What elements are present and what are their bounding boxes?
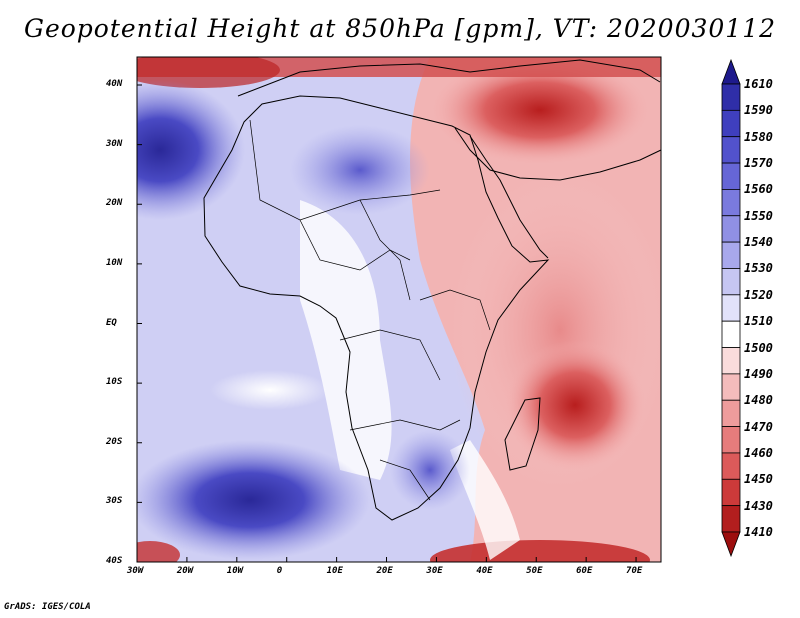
colorbar-segment	[721, 426, 741, 454]
lat-tick-label: 30N	[106, 138, 123, 149]
credit-text: GrADS: IGES/COLA	[4, 602, 91, 612]
lat-tick-label: 40S	[106, 556, 123, 566]
lon-tick-label: 10W	[226, 566, 244, 576]
lat-tick-label: 10S	[106, 377, 123, 388]
colorbar-label: 1470	[744, 419, 773, 434]
colorbar-segment	[721, 189, 741, 217]
lon-tick-label: 20E	[376, 566, 393, 576]
colorbar-segment	[721, 452, 741, 480]
lat-tick-label: 20N	[106, 198, 123, 209]
colorbar-segment	[721, 268, 741, 296]
colorbar-segment	[721, 136, 741, 164]
colorbar-segment	[721, 347, 741, 375]
lat-tick-label: EQ	[106, 317, 117, 328]
lon-tick-label: 20W	[176, 566, 194, 576]
colorbar-label: 1540	[744, 235, 773, 250]
lat-tick-label: 30S	[106, 496, 123, 507]
colorbar-segment	[721, 505, 741, 533]
colorbar-label: 1460	[744, 445, 773, 460]
lon-tick-label: 0	[276, 566, 283, 576]
lon-tick-label: 60E	[576, 566, 593, 576]
colorbar-label: 1500	[744, 340, 773, 355]
lon-tick-label: 50E	[526, 566, 543, 576]
lat-tick-label: 20S	[106, 436, 123, 447]
colorbar-segment	[721, 531, 741, 558]
lon-tick-label: 40E	[476, 566, 493, 576]
colorbar-label: 1530	[744, 261, 773, 276]
lon-tick-label: 30E	[426, 566, 443, 576]
colorbar-label: 1410	[744, 525, 773, 539]
colorbar-label: 1490	[744, 366, 773, 381]
colorbar-label: 1510	[744, 314, 773, 329]
coastlines	[203, 59, 662, 521]
axis-ticks	[136, 84, 637, 563]
lon-tick-label: 30W	[127, 566, 144, 576]
lon-tick-label: 70E	[626, 566, 643, 576]
colorbar-segment	[721, 109, 741, 138]
height-field	[137, 57, 661, 562]
colorbar	[721, 58, 741, 558]
colorbar-label: 1560	[744, 182, 773, 197]
lon-tick-label: 10E	[326, 566, 343, 576]
colorbar-label: 1590	[744, 103, 773, 118]
colorbar-label: 1430	[744, 498, 773, 513]
colorbar-segment	[721, 241, 741, 269]
lat-tick-label: 10N	[106, 257, 123, 268]
colorbar-label: 1520	[744, 287, 773, 302]
colorbar-label: 1480	[744, 393, 773, 408]
colorbar-segment	[721, 162, 741, 190]
colorbar-label: 1580	[744, 129, 773, 144]
lat-tick-label: 40N	[106, 79, 123, 89]
colorbar-segment	[721, 399, 741, 427]
colorbar-segment	[721, 58, 741, 85]
colorbar-label: 1550	[744, 208, 773, 223]
colorbar-segment	[721, 478, 741, 507]
colorbar-segment	[721, 373, 741, 401]
colorbar-label: 1450	[744, 472, 773, 487]
colorbar-segment	[721, 215, 741, 243]
colorbar-segment	[721, 83, 741, 111]
colorbar-label: 1610	[744, 77, 773, 91]
colorbar-segment	[721, 320, 741, 348]
colorbar-segment	[721, 294, 741, 322]
country-borders	[249, 119, 491, 501]
colorbar-label: 1570	[744, 156, 773, 171]
chart-title: Geopotential Height at 850hPa [gpm], VT:…	[23, 14, 777, 43]
